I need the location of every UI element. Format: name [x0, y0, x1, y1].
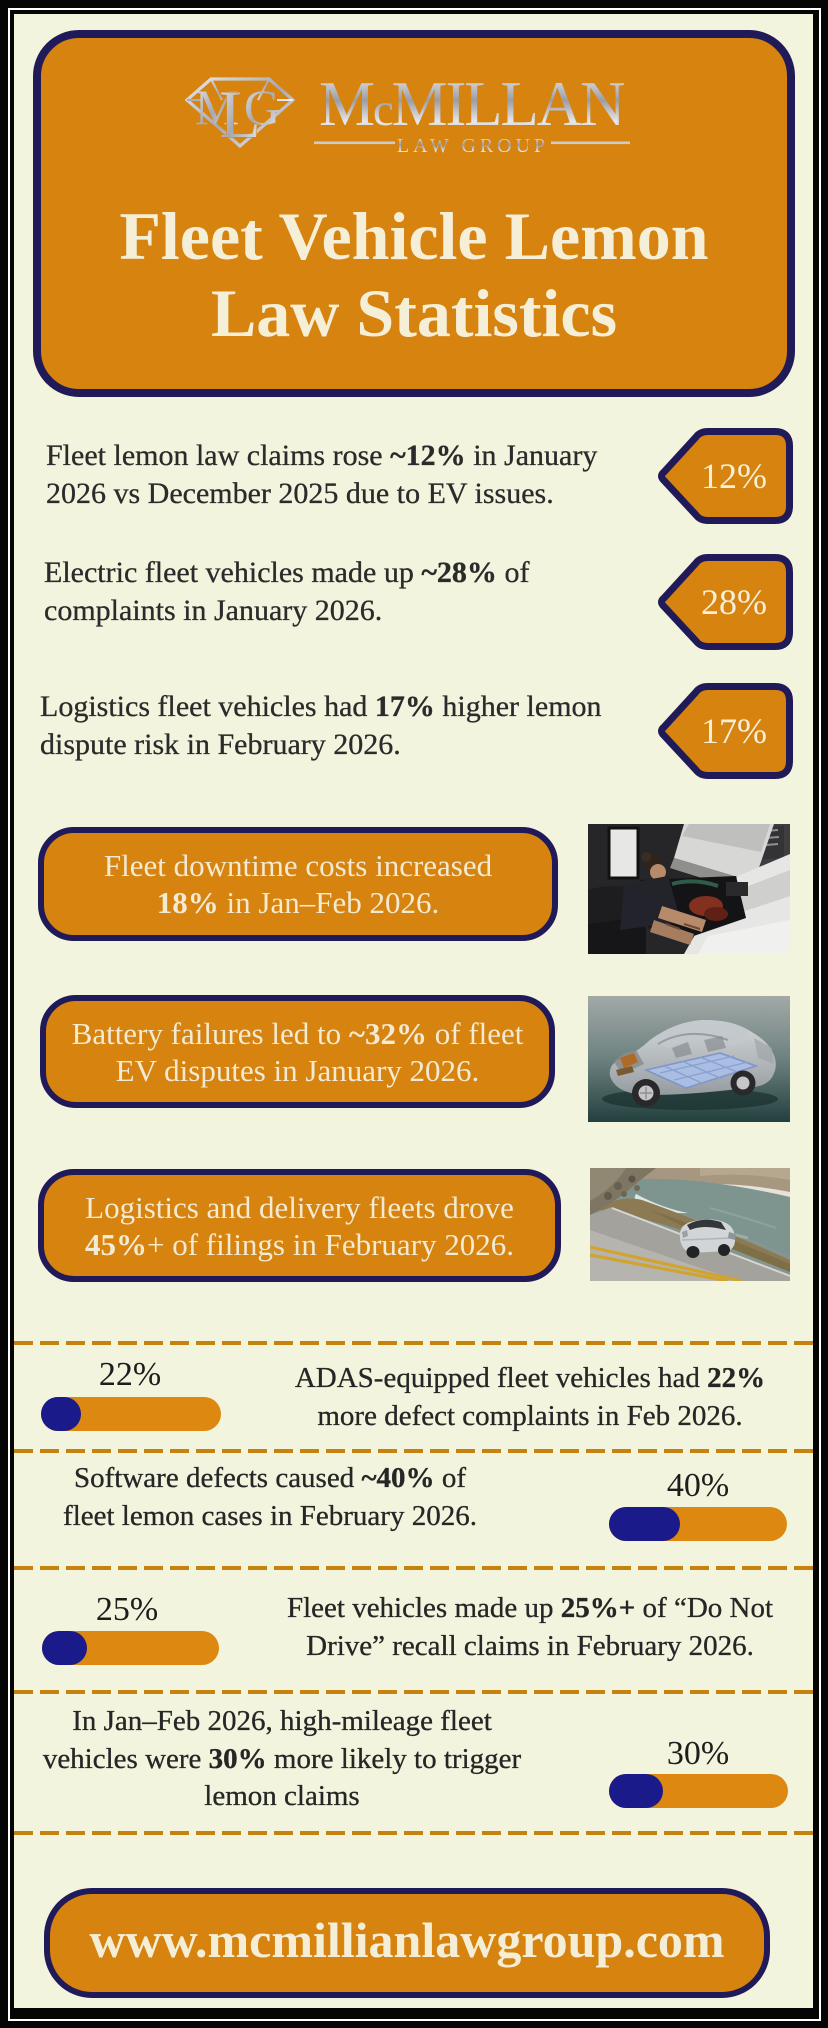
svg-text:28%: 28% [701, 582, 767, 622]
svg-text:17%: 17% [701, 711, 767, 751]
svg-text:M: M [195, 79, 239, 135]
svg-text:L: L [219, 76, 261, 152]
svg-text:LAW GROUP: LAW GROUP [397, 135, 549, 157]
svg-text:12%: 12% [701, 456, 767, 496]
svg-text:G: G [244, 79, 280, 135]
svg-text:McMILLAN: McMILLAN [319, 74, 625, 139]
